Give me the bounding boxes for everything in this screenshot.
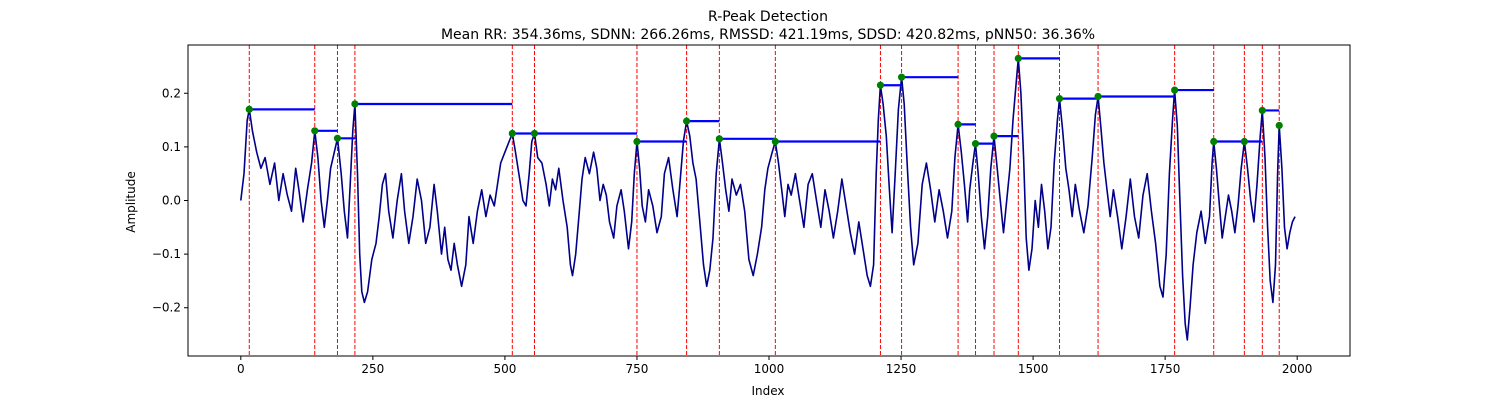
x-tick-label-0: 0 [237, 362, 245, 376]
peak-marker-9 [771, 137, 779, 146]
peak-marker-19 [1210, 137, 1218, 146]
peak-marker-0 [245, 105, 253, 113]
x-tick-label-6: 1500 [1018, 362, 1049, 376]
rr-interval-bars [249, 57, 1280, 145]
peak-marker-11 [897, 73, 906, 81]
peak-marker-3 [351, 100, 359, 108]
peak-marker-10 [876, 81, 885, 89]
peak-marker-8 [715, 135, 723, 143]
y-tick-label-1: −0.1 [152, 247, 181, 261]
x-tick-label-2: 500 [493, 362, 516, 376]
y-axis: −0.2 −0.1 0.0 0.1 0.2 [152, 86, 188, 315]
x-tick-label-5: 1250 [886, 362, 917, 376]
peak-marker-12 [954, 120, 962, 128]
peak-marker-22 [1275, 121, 1283, 130]
peak-marker-5 [530, 129, 539, 138]
y-tick-label-2: 0.0 [162, 194, 181, 208]
signal-layer [240, 57, 1296, 341]
x-tick-label-8: 2000 [1282, 362, 1313, 376]
x-tick-label-1: 250 [361, 362, 384, 376]
peak-marker-4 [508, 129, 516, 138]
peak-marker-14 [990, 132, 998, 140]
x-tick-label-4: 1000 [754, 362, 785, 376]
peak-marker-16 [1055, 95, 1064, 103]
peak-marker-15 [1014, 54, 1022, 63]
peak-lines [248, 45, 1280, 356]
peak-marker-18 [1171, 86, 1179, 94]
peak-marker-6 [633, 137, 641, 146]
x-tick-label-3: 750 [626, 362, 649, 376]
chart-title: R-Peak Detection [708, 9, 828, 25]
signal-line [240, 57, 1296, 341]
y-tick-label-0: −0.2 [152, 301, 181, 315]
chart-subtitle: Mean RR: 354.36ms, SDNN: 266.26ms, RMSSD… [441, 27, 1095, 43]
y-tick-label-4: 0.2 [162, 86, 181, 100]
peak-marker-2 [333, 134, 342, 142]
x-tick-label-7: 1750 [1150, 362, 1181, 376]
peak-marker-7 [683, 117, 691, 125]
x-axis-label: Index [751, 384, 784, 398]
peak-marker-1 [311, 127, 319, 135]
peak-markers [245, 54, 1283, 148]
peak-marker-20 [1240, 137, 1248, 146]
peak-marker-17 [1094, 92, 1102, 101]
peak-marker-13 [971, 140, 980, 148]
x-axis: 0 250 500 750 1000 1250 1500 1750 2000 [237, 356, 1312, 376]
y-axis-label: Amplitude [124, 171, 138, 233]
peak-marker-21 [1258, 106, 1266, 115]
y-tick-label-3: 0.1 [162, 140, 181, 154]
